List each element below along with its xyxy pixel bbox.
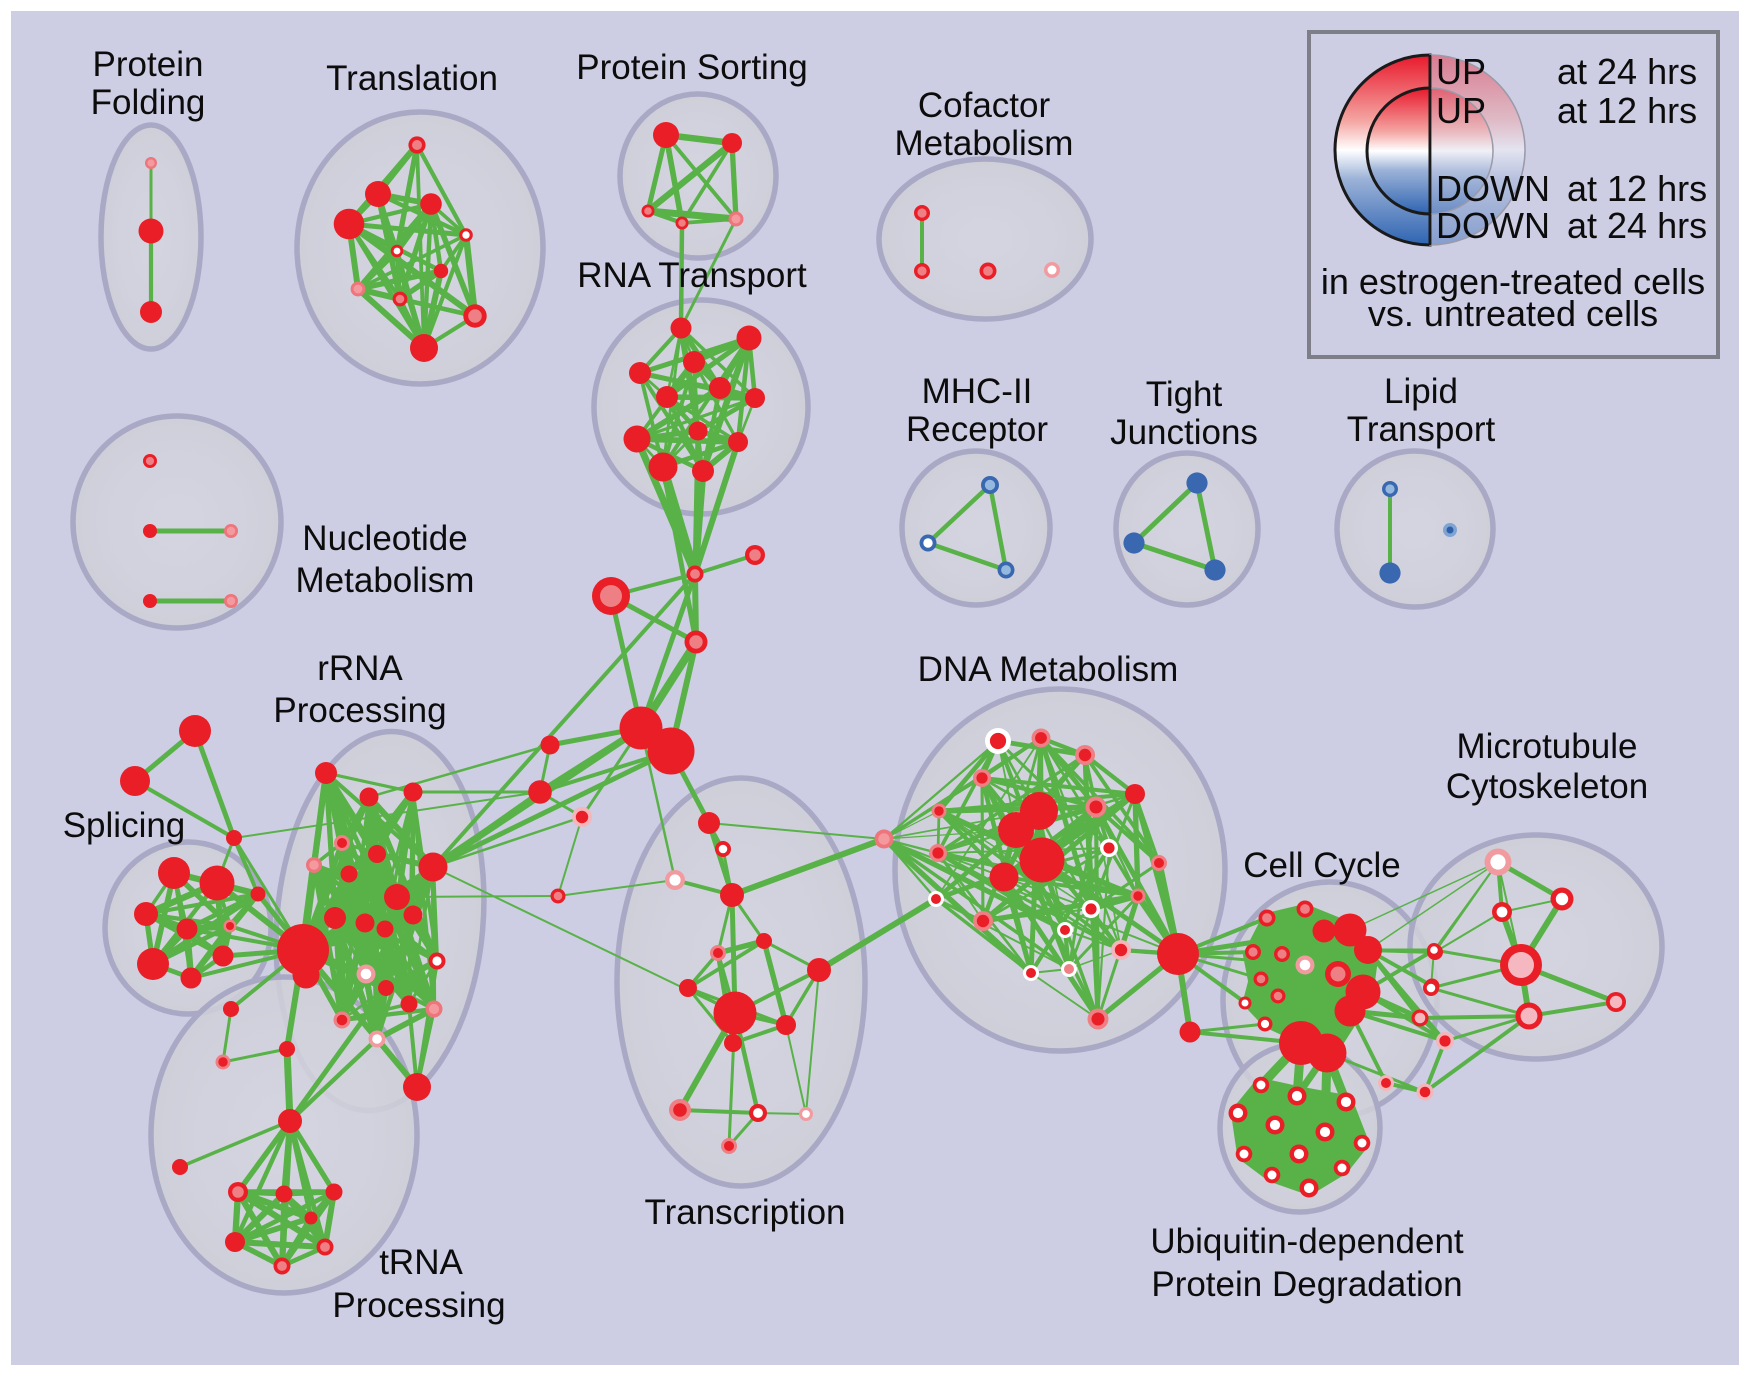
svg-text:Cytoskeleton: Cytoskeleton	[1446, 767, 1648, 806]
svg-text:rRNA: rRNA	[317, 649, 403, 688]
svg-text:Processing: Processing	[273, 691, 446, 730]
svg-text:Protein Sorting: Protein Sorting	[576, 48, 808, 87]
svg-text:at 12 hrs: at 12 hrs	[1567, 168, 1707, 209]
svg-text:vs. untreated cells: vs. untreated cells	[1368, 293, 1658, 334]
svg-text:at 24 hrs: at 24 hrs	[1567, 205, 1707, 246]
svg-text:at 12 hrs: at 12 hrs	[1557, 90, 1697, 131]
svg-text:UP: UP	[1436, 90, 1486, 131]
svg-text:Receptor: Receptor	[906, 410, 1048, 449]
svg-text:at 24 hrs: at 24 hrs	[1557, 51, 1697, 92]
svg-text:Metabolism: Metabolism	[296, 561, 475, 600]
svg-text:Lipid: Lipid	[1384, 372, 1458, 411]
svg-text:DNA Metabolism: DNA Metabolism	[918, 650, 1179, 689]
svg-text:Junctions: Junctions	[1110, 413, 1258, 452]
svg-text:in estrogen-treated cells: in estrogen-treated cells	[1321, 261, 1705, 302]
svg-text:Protein: Protein	[93, 45, 204, 84]
svg-text:Microtubule: Microtubule	[1457, 727, 1638, 766]
svg-text:Translation: Translation	[326, 59, 498, 98]
svg-text:tRNA: tRNA	[379, 1243, 463, 1282]
svg-text:DOWN: DOWN	[1436, 205, 1550, 246]
svg-text:Tight: Tight	[1146, 375, 1223, 414]
svg-text:DOWN: DOWN	[1436, 168, 1550, 209]
svg-text:Cell Cycle: Cell Cycle	[1243, 846, 1401, 885]
svg-text:Transcription: Transcription	[645, 1193, 846, 1232]
svg-text:MHC-II: MHC-II	[922, 372, 1033, 411]
svg-text:Metabolism: Metabolism	[895, 124, 1074, 163]
svg-text:RNA Transport: RNA Transport	[577, 256, 807, 295]
svg-text:Folding: Folding	[91, 83, 206, 122]
svg-text:UP: UP	[1436, 51, 1486, 92]
svg-text:Protein Degradation: Protein Degradation	[1151, 1265, 1462, 1304]
svg-text:Nucleotide: Nucleotide	[302, 519, 467, 558]
svg-text:Splicing: Splicing	[63, 806, 186, 845]
svg-text:Processing: Processing	[332, 1286, 505, 1325]
svg-text:Transport: Transport	[1347, 410, 1496, 449]
svg-text:Cofactor: Cofactor	[918, 86, 1051, 125]
svg-text:Ubiquitin-dependent: Ubiquitin-dependent	[1150, 1222, 1464, 1261]
